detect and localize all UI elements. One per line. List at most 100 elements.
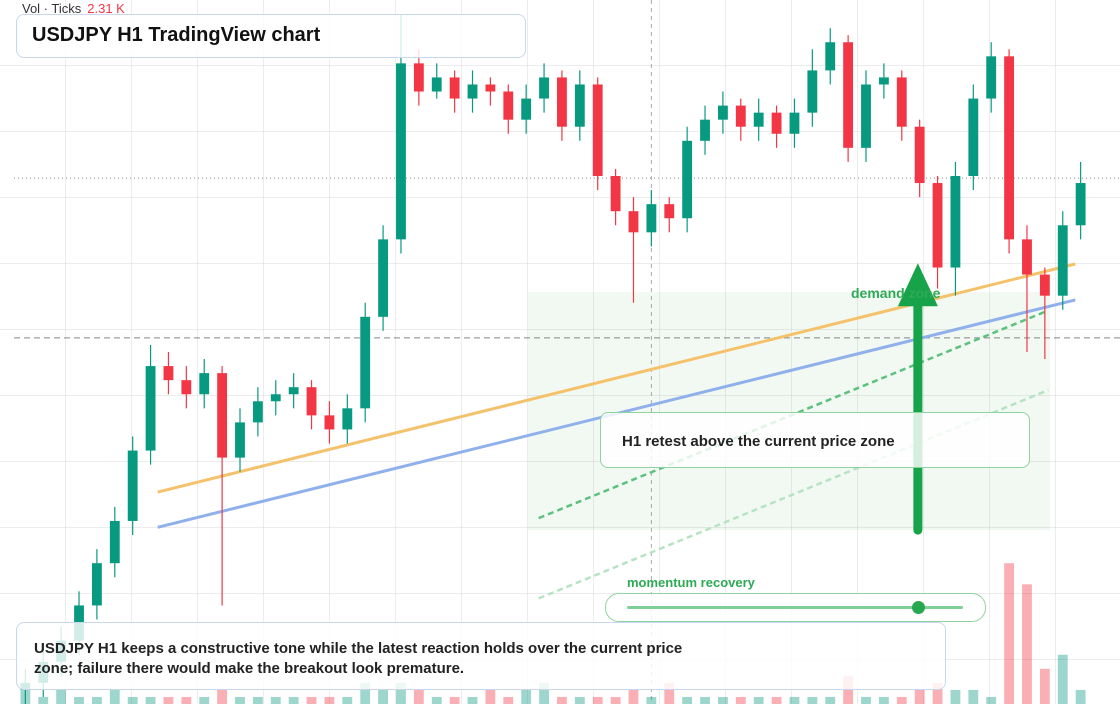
candle-body: [199, 373, 210, 395]
volume-bar: [950, 689, 961, 704]
volume-bar: [288, 696, 299, 704]
footer-text: USDJPY H1 keeps a constructive tone whil…: [34, 640, 683, 677]
volume-bar: [217, 689, 228, 704]
volume-bar: [682, 696, 693, 704]
candle-body: [1022, 239, 1032, 275]
volume-bar: [181, 696, 192, 704]
volume-bar: [753, 696, 764, 704]
volume-bar: [199, 696, 210, 704]
volume-bar: [306, 696, 317, 704]
footer: USDJPY H1 keeps a constructive tone whil…: [16, 622, 946, 690]
volume-bar: [700, 696, 710, 704]
candle-body: [914, 126, 925, 184]
candle-body: [217, 373, 228, 458]
volume-bar: [717, 696, 728, 704]
volume-bar: [378, 689, 389, 704]
volume-bar: [861, 696, 871, 704]
candle-body: [592, 84, 603, 176]
candle-body: [896, 77, 907, 127]
chart-title: USDJPY H1 TradingView chart: [16, 14, 526, 58]
candle-body: [986, 56, 997, 99]
candle-body: [789, 112, 800, 134]
volume-bar: [449, 696, 460, 704]
volume-bar: [1057, 654, 1068, 704]
volume-bar: [127, 696, 138, 704]
candle-body: [252, 401, 263, 423]
volume-bar: [825, 696, 836, 704]
demand-zone: [527, 292, 1051, 531]
candle-body: [932, 183, 943, 268]
volume-bar: [109, 689, 120, 704]
volume-bar: [145, 696, 156, 704]
candle-body: [539, 77, 549, 99]
candle-body: [306, 387, 317, 416]
candle-body: [449, 77, 460, 99]
candle-body: [181, 380, 192, 395]
candle-body: [521, 98, 532, 120]
candle-body: [288, 387, 299, 395]
candle-body: [557, 77, 567, 127]
candle-body: [717, 105, 728, 120]
candle-body: [396, 63, 406, 240]
candle-body: [109, 520, 120, 564]
candle-body: [574, 84, 585, 127]
candle-body: [735, 105, 746, 127]
candle-body: [878, 77, 889, 85]
candle-body: [163, 366, 174, 381]
arrow-head: [897, 263, 938, 307]
volume-label: Vol · Ticks: [22, 1, 82, 16]
volume-bar: [1075, 689, 1086, 704]
candle-body: [646, 204, 657, 233]
volume-bar: [38, 696, 49, 704]
candle-body: [610, 176, 621, 212]
trendline: [538, 388, 1049, 600]
candle-body: [807, 70, 818, 113]
volume-bar: [664, 682, 675, 704]
candle-body: [1039, 274, 1050, 296]
slider-knob: [912, 601, 925, 614]
candle-body: [91, 563, 102, 606]
candle-body: [843, 42, 854, 148]
volume-bar: [628, 689, 639, 704]
volume-bar: [735, 696, 746, 704]
volume-bar: [324, 696, 335, 704]
candle-body: [324, 415, 335, 430]
volume-bar: [610, 696, 621, 704]
candle-body: [825, 42, 836, 71]
volume-bar: [896, 696, 907, 704]
volume-bar: [235, 696, 245, 704]
candle-body: [503, 91, 514, 120]
candle-body: [950, 176, 961, 268]
volume-bar: [270, 696, 281, 704]
volume-bar: [431, 696, 442, 704]
candle-body: [145, 366, 156, 451]
volume-bar: [252, 696, 263, 704]
volume-bar: [932, 682, 943, 704]
candle-body: [431, 77, 442, 92]
volume-bar: [91, 696, 102, 704]
volume-bar: [521, 689, 532, 704]
candle-body: [378, 239, 389, 317]
candle-body: [753, 112, 764, 127]
candle-body: [1075, 183, 1086, 226]
volume-bar: [1004, 563, 1015, 704]
candle-body: [413, 63, 424, 92]
volume-bar: [574, 696, 585, 704]
candle-body: [485, 84, 496, 92]
candle-body: [861, 84, 871, 148]
slider: [605, 593, 986, 622]
volume-bar: [396, 682, 406, 704]
volume-total: 2.31 K: [87, 1, 125, 16]
volume-bar: [557, 696, 567, 704]
volume-legend: Vol · Ticks 2.31 K: [22, 1, 125, 16]
candle-body: [1004, 56, 1015, 240]
volume-bar: [503, 696, 514, 704]
volume-bar: [56, 689, 67, 704]
slider-track: [627, 606, 963, 609]
volume-bar: [413, 689, 424, 704]
candle-body: [682, 140, 693, 219]
volume-bar: [163, 696, 174, 704]
volume-bar: [342, 696, 353, 704]
